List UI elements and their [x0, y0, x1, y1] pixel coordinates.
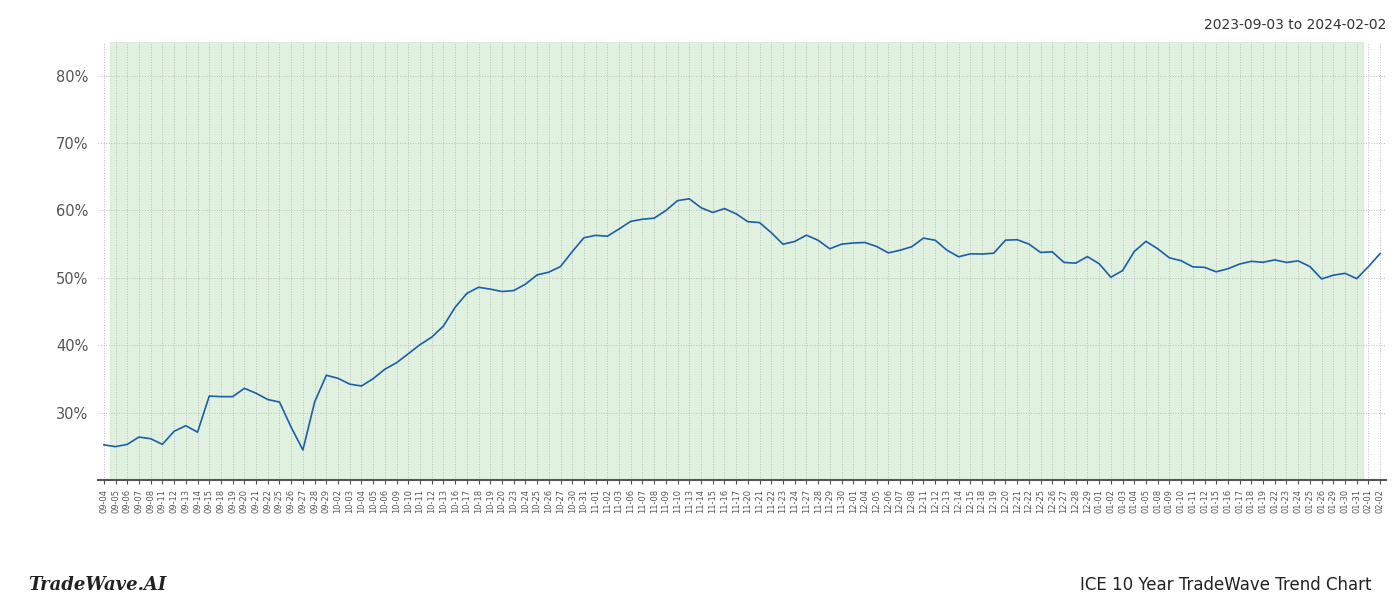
Text: TradeWave.AI: TradeWave.AI — [28, 576, 167, 594]
Bar — [109, 42, 1362, 480]
Text: 2023-09-03 to 2024-02-02: 2023-09-03 to 2024-02-02 — [1204, 18, 1386, 32]
Text: ICE 10 Year TradeWave Trend Chart: ICE 10 Year TradeWave Trend Chart — [1081, 576, 1372, 594]
